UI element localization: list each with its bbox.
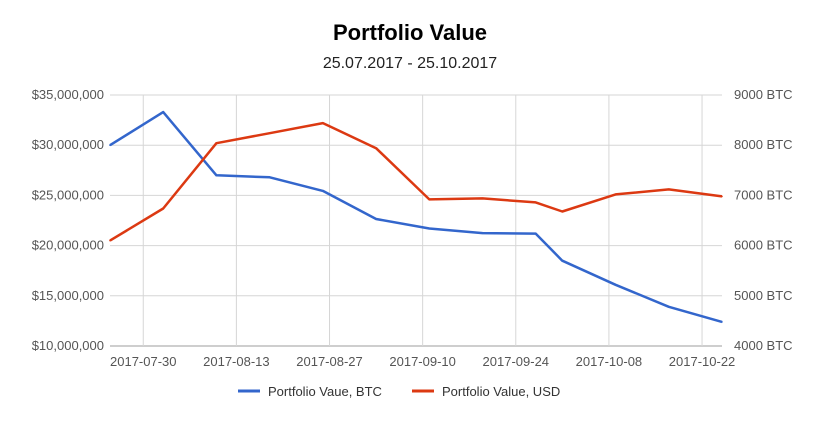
x-tick-label: 2017-10-08 xyxy=(576,354,643,369)
x-tick-label: 2017-08-27 xyxy=(296,354,363,369)
y-left-tick-label: $20,000,000 xyxy=(32,238,104,253)
series-point-1 xyxy=(322,122,324,124)
x-tick-label: 2017-09-24 xyxy=(483,354,550,369)
legend: Portfolio Vaue, BTC Portfolio Value, USD xyxy=(238,384,560,399)
series-point-1 xyxy=(667,188,670,191)
y-right-tick-label: 6000 BTC xyxy=(734,238,793,253)
series-point-1 xyxy=(428,198,431,201)
series-line-1 xyxy=(109,121,723,242)
series-point-0 xyxy=(109,144,111,146)
series-point-1 xyxy=(268,132,271,134)
series-point-1 xyxy=(375,147,377,150)
series-point-1 xyxy=(109,239,111,242)
legend-label-0: Portfolio Vaue, BTC xyxy=(268,384,382,399)
series-line-0 xyxy=(109,110,723,324)
legend-label-1: Portfolio Value, USD xyxy=(442,384,560,399)
y-left-tick-label: $30,000,000 xyxy=(32,137,104,152)
y-left-tick-label: $15,000,000 xyxy=(32,288,104,303)
y-left-tick-label: $25,000,000 xyxy=(32,187,104,202)
series-point-0 xyxy=(534,232,537,235)
chart-title: Portfolio Value xyxy=(333,20,487,45)
y-right-tick-label: 9000 BTC xyxy=(734,87,793,102)
x-tick-label: 2017-08-13 xyxy=(203,354,270,369)
series-point-0 xyxy=(375,218,377,220)
series-point-1 xyxy=(481,197,484,200)
y-right-tick-label: 7000 BTC xyxy=(734,187,793,202)
series-point-0 xyxy=(481,232,484,234)
series-point-1 xyxy=(215,142,218,144)
y-left-tick-label: $35,000,000 xyxy=(32,87,104,102)
series-point-1 xyxy=(534,201,537,204)
y-right-tick-label: 8000 BTC xyxy=(734,137,793,152)
x-tick-label: 2017-07-30 xyxy=(110,354,177,369)
series-point-0 xyxy=(721,321,723,323)
axis-layer: $10,000,000 4000 BTC $15,000,000 5000 BTC $2… xyxy=(32,87,793,369)
series-point-1 xyxy=(614,193,617,196)
series-point-1 xyxy=(162,207,165,210)
series-point-1 xyxy=(721,195,723,198)
y-right-tick-label: 4000 BTC xyxy=(734,338,793,353)
series-point-0 xyxy=(667,306,670,308)
series-point-0 xyxy=(561,259,564,262)
chart-subtitle: 25.07.2017 - 25.10.2017 xyxy=(323,55,497,72)
grid-layer xyxy=(110,94,722,347)
series-point-0 xyxy=(614,283,617,286)
x-tick-label: 2017-10-22 xyxy=(669,354,736,369)
y-left-tick-label: $10,000,000 xyxy=(32,338,104,353)
y-right-tick-label: 5000 BTC xyxy=(734,288,793,303)
series-point-0 xyxy=(268,176,271,179)
series-point-0 xyxy=(215,174,218,177)
series-point-0 xyxy=(162,111,165,113)
series-point-1 xyxy=(561,210,564,213)
series-layer xyxy=(109,110,723,324)
x-tick-label: 2017-09-10 xyxy=(389,354,456,369)
series-point-0 xyxy=(428,227,431,230)
series-point-0 xyxy=(322,190,324,192)
